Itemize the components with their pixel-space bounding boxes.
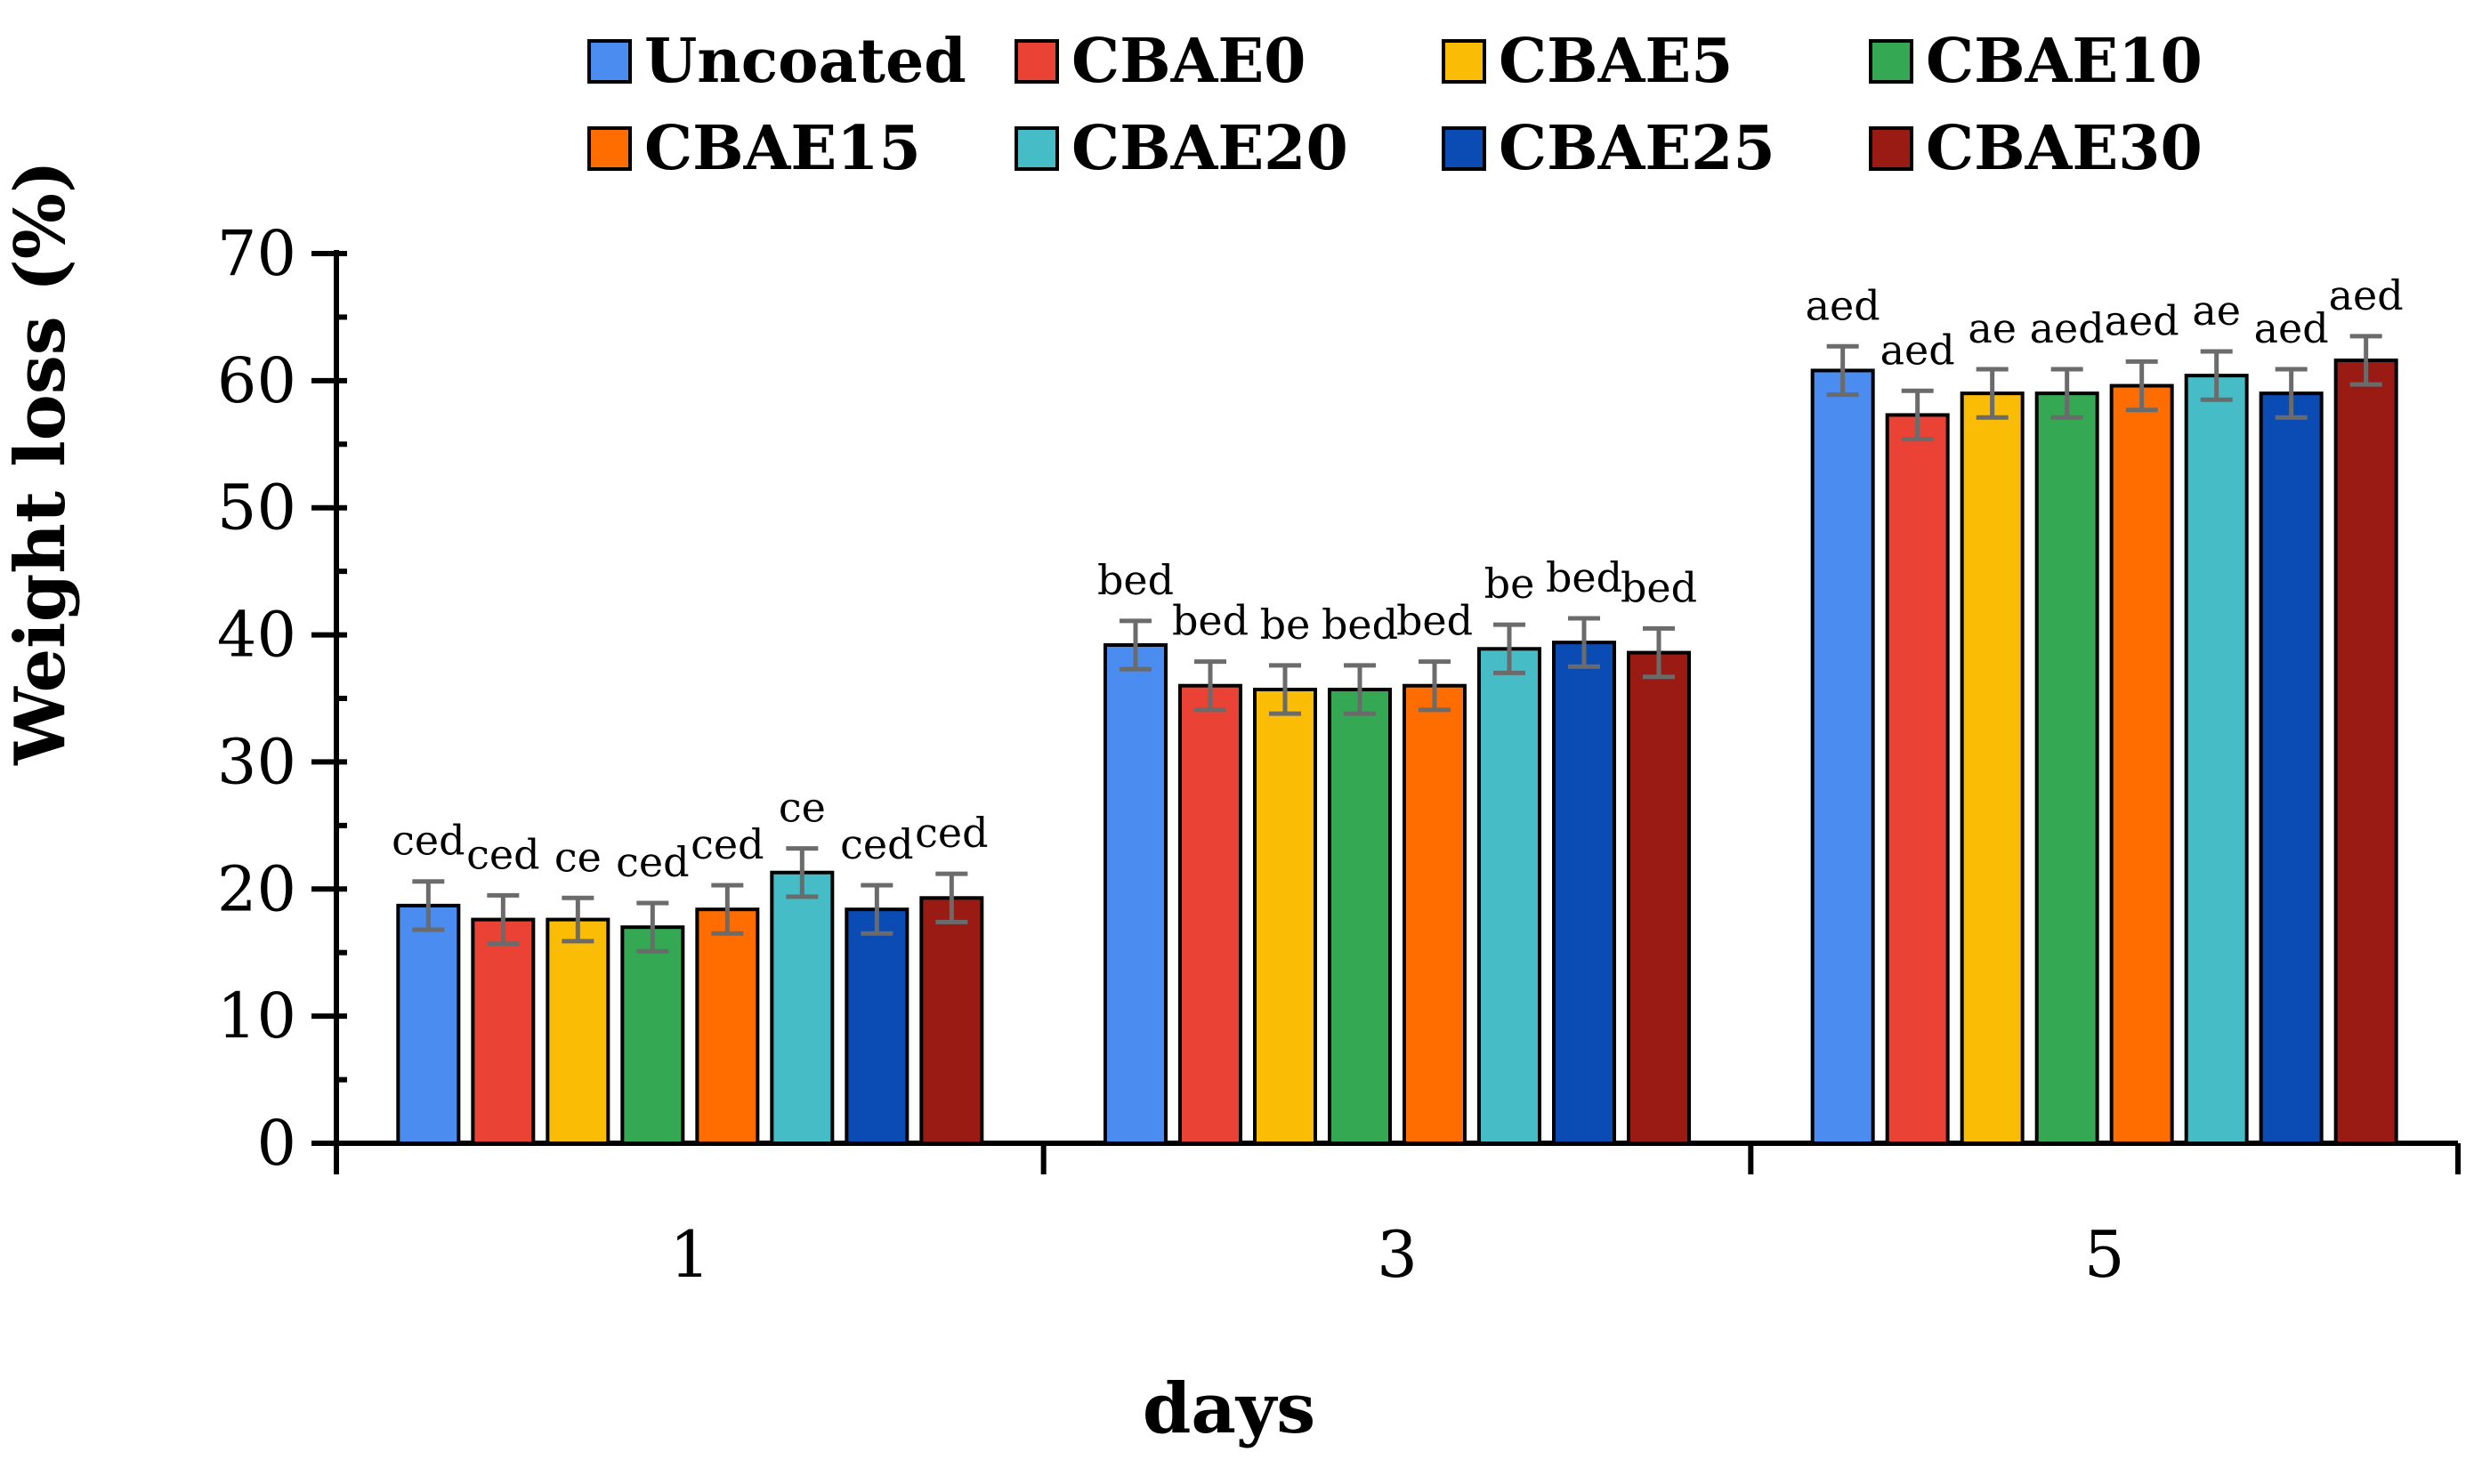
bar [1810, 368, 1875, 1145]
y-tick-label: 0 [256, 1107, 296, 1180]
legend-label: CBAE25 [1499, 113, 1775, 184]
legend-item-cbae5: CBAE5 [1442, 26, 1869, 97]
bar [695, 907, 760, 1146]
significance-label: ce [554, 833, 602, 881]
legend-item-cbae0: CBAE0 [1015, 26, 1442, 97]
bar [770, 870, 835, 1145]
legend-swatch [1015, 39, 1059, 84]
significance-label: ced [691, 820, 764, 868]
y-tick-label: 40 [217, 599, 296, 672]
bar [2259, 391, 2324, 1145]
legend-item-cbae30: CBAE30 [1869, 113, 2296, 184]
bar [1403, 683, 1467, 1145]
x-axis-title: days [1143, 1368, 1315, 1449]
bar [1328, 688, 1392, 1145]
significance-label: bed [1396, 597, 1473, 645]
bar [620, 925, 685, 1145]
significance-label: aed [2254, 304, 2329, 352]
x-tick-label: 3 [1377, 1217, 1418, 1292]
legend-swatch [1015, 126, 1059, 171]
significance-label: bed [1097, 556, 1174, 604]
bar [919, 896, 984, 1145]
significance-label: bed [1546, 553, 1622, 601]
bar [471, 917, 536, 1145]
significance-label: ced [466, 830, 539, 878]
y-tick-label: 70 [217, 217, 296, 290]
legend-label: CBAE10 [1926, 26, 2203, 97]
legend-swatch [1869, 39, 1913, 84]
bar [1552, 641, 1616, 1145]
x-tick-label: 5 [2084, 1217, 2125, 1292]
legend-label: Uncoated [644, 26, 966, 97]
legend-label: CBAE15 [644, 113, 921, 184]
legend-label: CBAE5 [1499, 26, 1734, 97]
significance-label: ced [840, 820, 913, 868]
legend-swatch [1869, 126, 1913, 171]
legend-swatch [587, 39, 632, 84]
legend-item-cbae25: CBAE25 [1442, 113, 1869, 184]
significance-label: bed [1172, 597, 1249, 645]
bar [396, 903, 461, 1145]
legend-swatch [587, 126, 632, 171]
bar [2333, 359, 2398, 1145]
significance-label: aed [2030, 304, 2105, 352]
significance-label: be [1260, 601, 1311, 649]
significance-label: ae [1968, 304, 2017, 352]
bar [1253, 688, 1317, 1145]
bar [2109, 383, 2174, 1146]
legend-item-uncoated: Uncoated [587, 26, 1015, 97]
bar [546, 917, 610, 1145]
legend-swatch [1442, 39, 1486, 84]
legend-item-cbae20: CBAE20 [1015, 113, 1442, 184]
legend-label: CBAE20 [1071, 113, 1348, 184]
y-tick-label: 10 [217, 980, 296, 1053]
bar [1104, 643, 1168, 1145]
legend-item-cbae10: CBAE10 [1869, 26, 2296, 97]
bar [2034, 391, 2099, 1145]
significance-label: ae [2192, 286, 2241, 335]
significance-label: aed [1880, 326, 1955, 374]
y-tick-label: 30 [217, 725, 296, 798]
significance-label: ce [779, 784, 826, 832]
significance-label: bed [1322, 601, 1398, 649]
y-tick-label: 20 [217, 852, 296, 925]
x-tick-label: 1 [669, 1217, 710, 1292]
y-axis-title: Weight loss (%) [0, 160, 81, 766]
legend-swatch [1442, 126, 1486, 171]
significance-label: aed [1806, 281, 1880, 329]
bar [1885, 413, 1950, 1145]
significance-label: ced [392, 817, 465, 865]
legend-label: CBAE0 [1071, 26, 1306, 97]
significance-label: aed [2105, 296, 2179, 344]
y-tick-label: 50 [217, 472, 296, 544]
y-tick-label: 60 [217, 344, 296, 417]
bar [1477, 647, 1541, 1145]
significance-label: be [1484, 560, 1535, 608]
legend: Uncoated CBAE0 CBAE5 CBAE10 CBAE15 CBAE2… [587, 26, 2296, 184]
bar [845, 907, 910, 1146]
significance-label: ced [915, 809, 988, 857]
bar [1960, 391, 2025, 1145]
significance-label: ced [616, 838, 689, 886]
significance-label: aed [2329, 271, 2404, 319]
significance-label: bed [1621, 563, 1697, 611]
bar [1178, 683, 1242, 1145]
bar [1627, 650, 1691, 1145]
bar [2184, 374, 2249, 1145]
legend-item-cbae15: CBAE15 [587, 113, 1015, 184]
legend-label: CBAE30 [1926, 113, 2203, 184]
